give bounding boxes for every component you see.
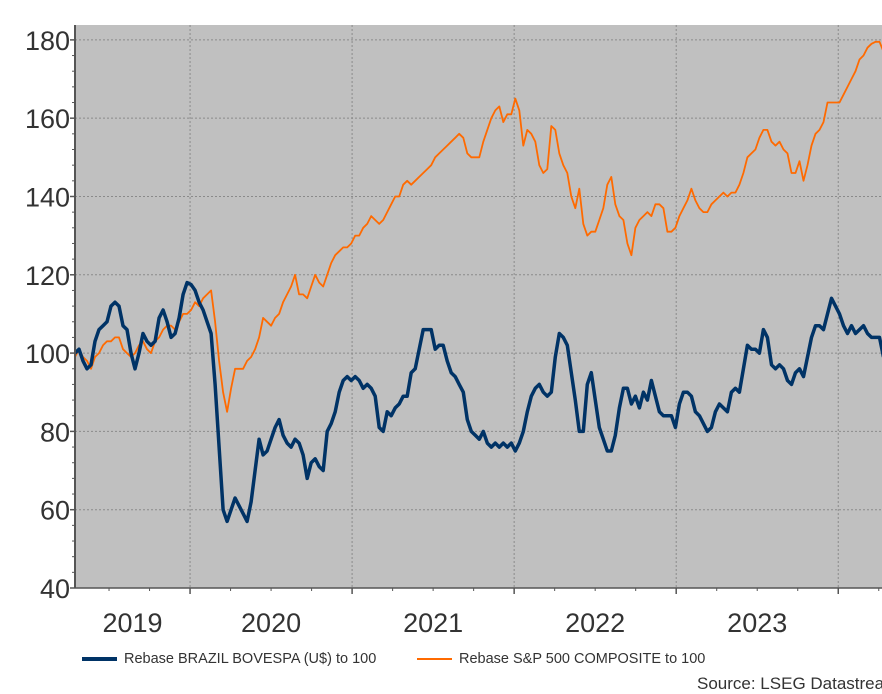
y-tick-label: 140 xyxy=(25,182,70,212)
y-tick-label: 100 xyxy=(25,339,70,369)
series-line-sp500 xyxy=(75,40,882,413)
x-tick-label: 2022 xyxy=(565,608,625,638)
legend-label-sp500: Rebase S&P 500 COMPOSITE to 100 xyxy=(459,651,706,667)
tick-labels: 40 60 80 100 120 140 160 180 2019 2020 2021 2022 202… xyxy=(25,26,787,638)
y-tick-label: 160 xyxy=(25,104,70,134)
series-line-bovespa xyxy=(75,280,882,524)
y-tick-label: 60 xyxy=(40,496,70,526)
x-tick-label: 2021 xyxy=(403,608,463,638)
y-tick-label: 180 xyxy=(25,26,70,56)
source-note: Source: LSEG Datastream xyxy=(697,674,882,693)
legend-item-bovespa[interactable]: Rebase BRAZIL BOVESPA (U$) to 100 xyxy=(82,651,376,667)
legend-swatch-bovespa xyxy=(82,657,117,661)
x-tick-label: 2020 xyxy=(241,608,301,638)
y-tick-label: 80 xyxy=(40,417,70,447)
x-tick-label: 2023 xyxy=(727,608,787,638)
series-layer xyxy=(75,40,882,524)
legend-swatch-sp500 xyxy=(417,658,452,660)
plot-area xyxy=(75,25,882,588)
y-tick-label: 40 xyxy=(40,574,70,604)
legend-item-sp500[interactable]: Rebase S&P 500 COMPOSITE to 100 xyxy=(417,651,705,667)
axes xyxy=(70,25,882,594)
x-tick-label: 2019 xyxy=(102,608,162,638)
legend-label-bovespa: Rebase BRAZIL BOVESPA (U$) to 100 xyxy=(124,651,377,667)
y-tick-label: 120 xyxy=(25,261,70,291)
